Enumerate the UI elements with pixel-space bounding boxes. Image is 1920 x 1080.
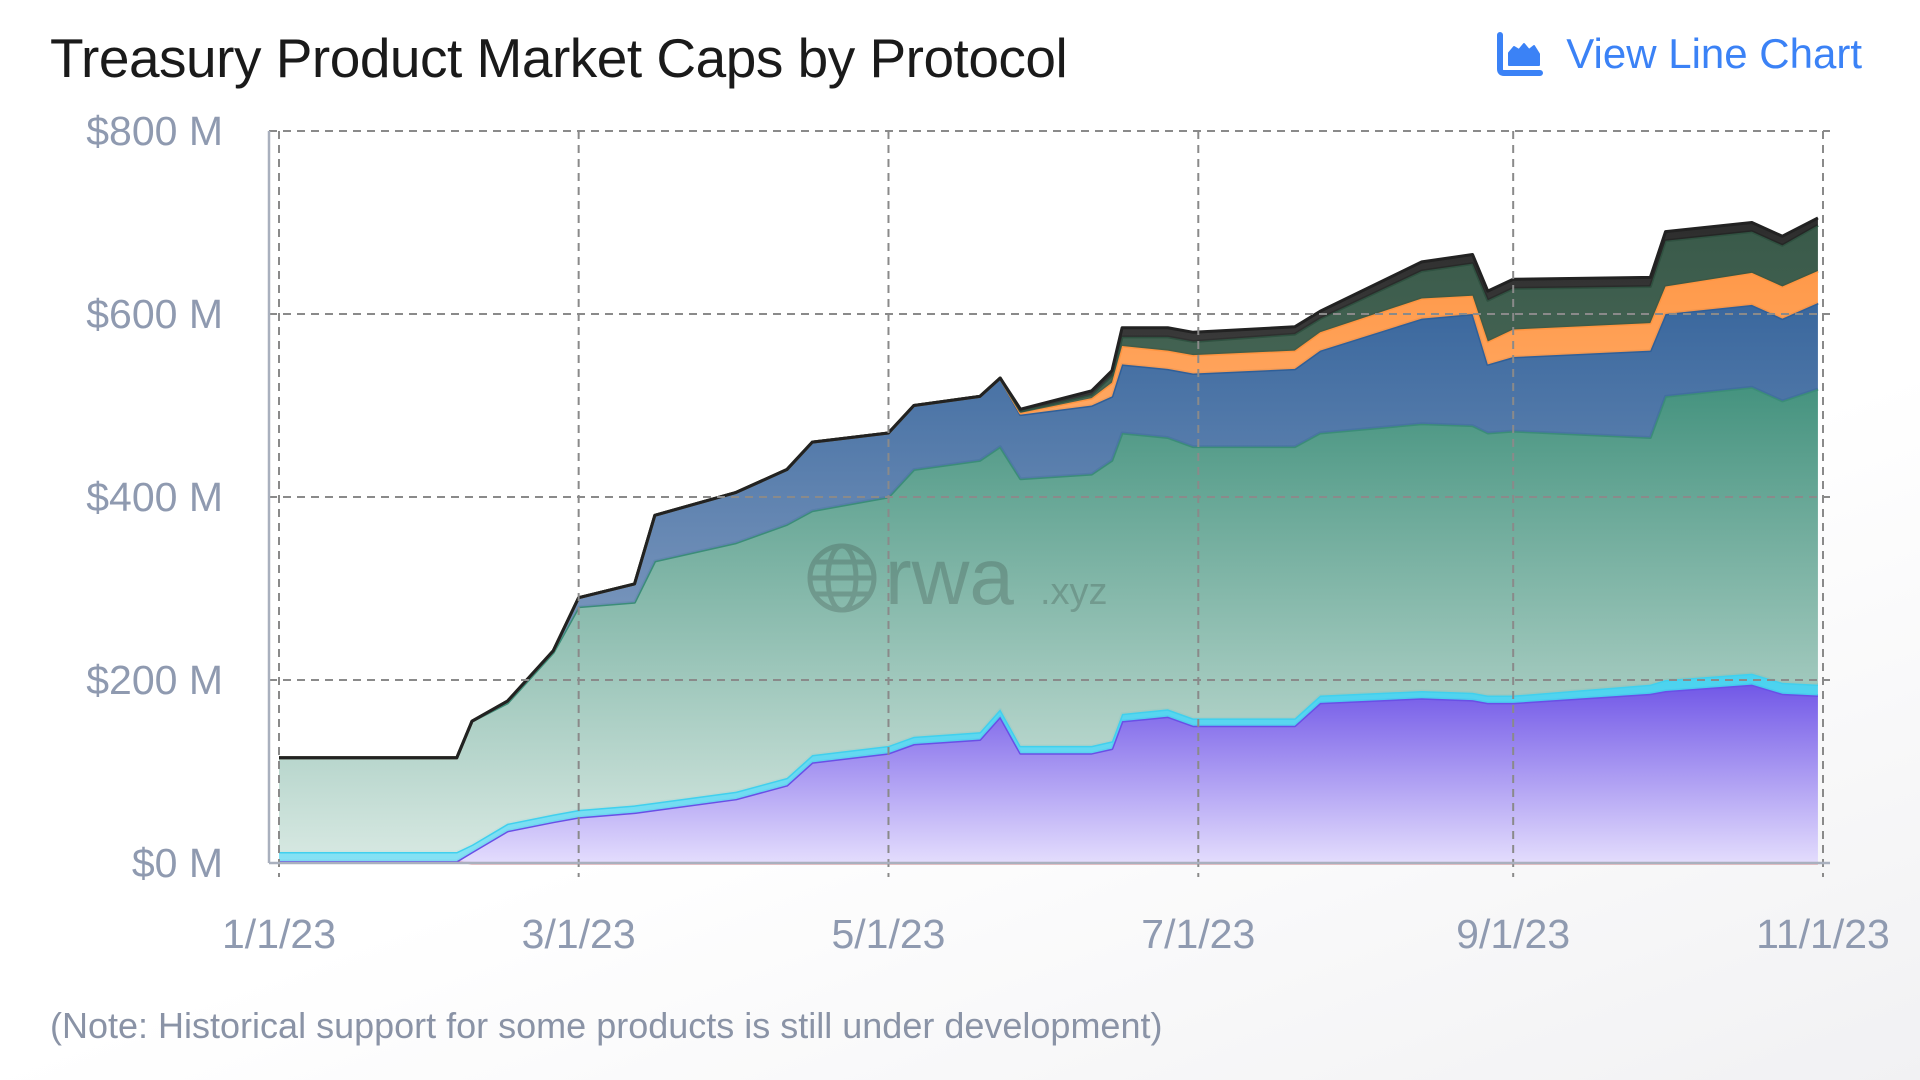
area-teal: [279, 387, 1818, 853]
x-tick-label: 5/1/23: [831, 911, 945, 957]
x-tick-label: 1/1/23: [222, 911, 336, 957]
watermark-suffix: .xyz: [1040, 571, 1108, 613]
y-tick-label: $800 M: [86, 108, 223, 154]
y-tick-label: $0 M: [132, 840, 223, 886]
y-tick-label: $200 M: [86, 657, 223, 703]
watermark: rwa .xyz: [807, 532, 1108, 621]
x-tick-label: 11/1/23: [1756, 911, 1890, 957]
x-tick-label: 7/1/23: [1141, 911, 1255, 957]
view-line-chart-label: View Line Chart: [1566, 30, 1862, 77]
area-dark-green: [279, 225, 1818, 758]
x-tick-label: 9/1/23: [1456, 911, 1570, 957]
y-tick-label: $400 M: [86, 474, 223, 520]
area-chart-icon: [1497, 32, 1544, 76]
watermark-text: rwa: [885, 532, 1014, 621]
area-purple: [279, 684, 1818, 863]
chart-title: Treasury Product Market Caps by Protocol: [50, 27, 1068, 89]
area-blue: [279, 303, 1818, 758]
x-tick-label: 3/1/23: [522, 911, 636, 957]
y-tick-label: $600 M: [86, 291, 223, 337]
footnote: (Note: Historical support for some produ…: [50, 1005, 1163, 1046]
line-gray: [279, 216, 1819, 760]
globe-icon: [807, 543, 877, 613]
view-line-chart-button[interactable]: View Line Chart: [1496, 30, 1862, 78]
